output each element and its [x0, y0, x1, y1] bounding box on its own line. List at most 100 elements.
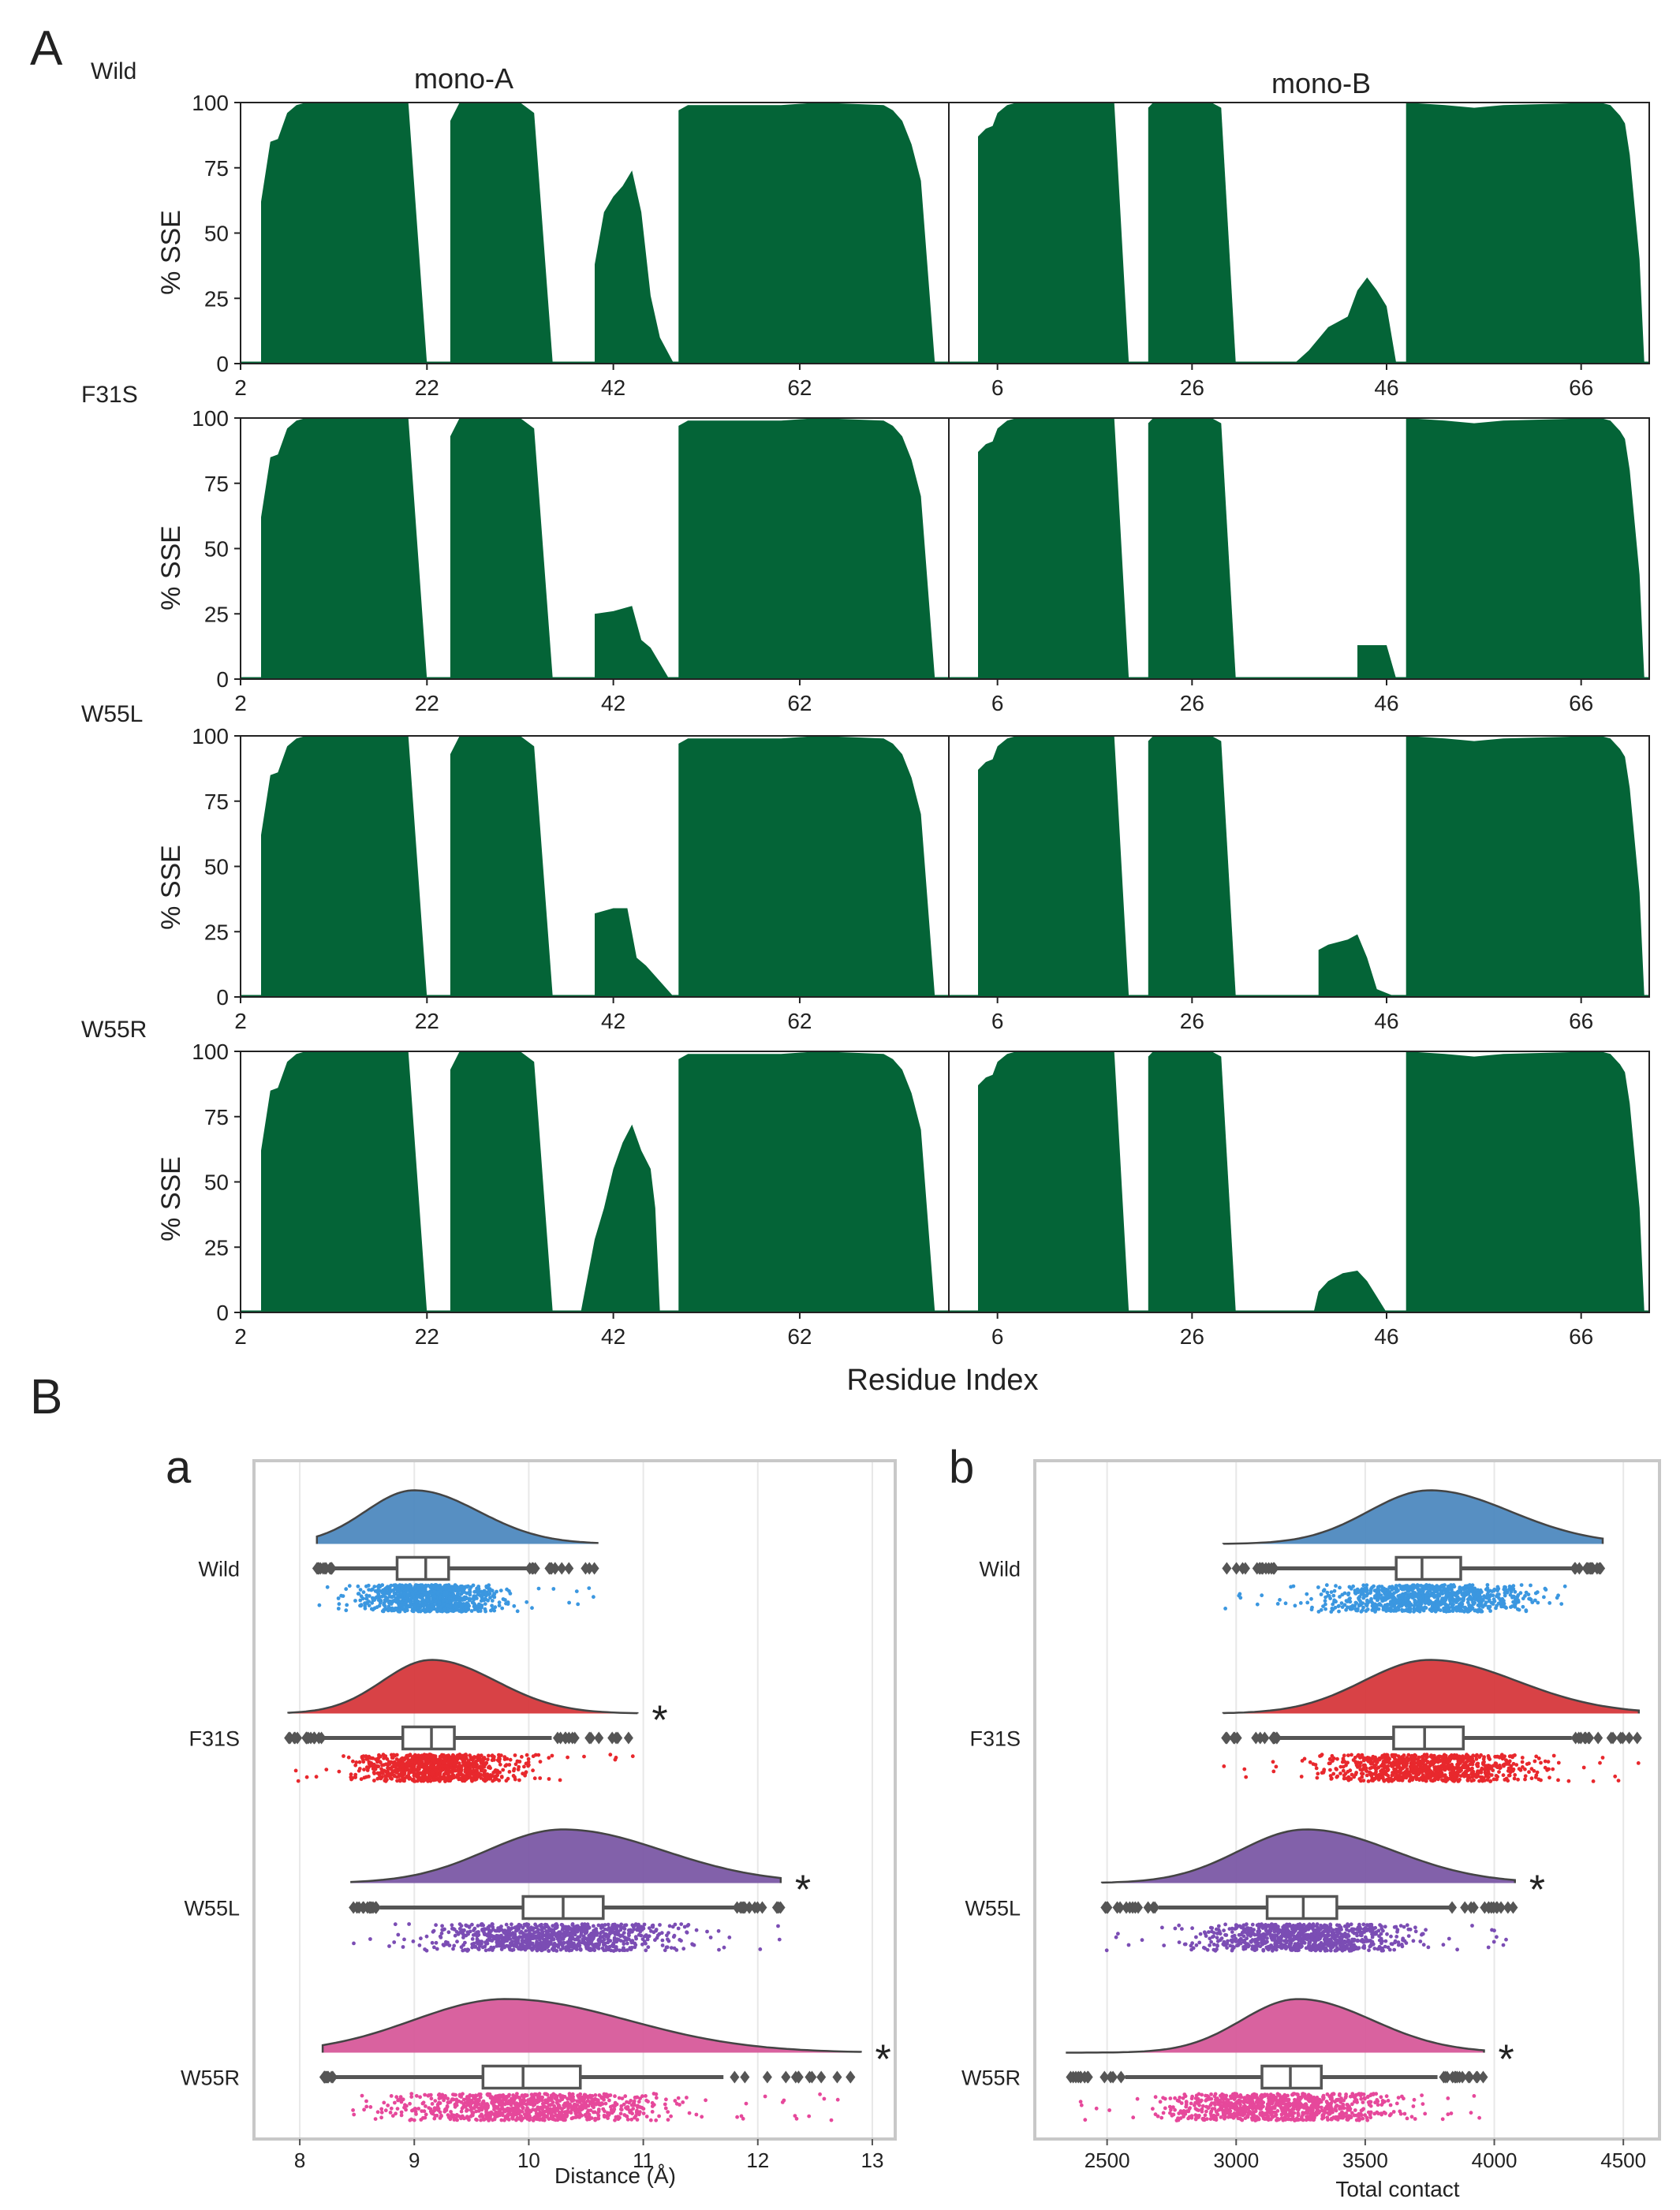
point	[475, 1763, 480, 1767]
point	[394, 2095, 399, 2100]
point	[490, 1588, 495, 1593]
point	[417, 1943, 422, 1947]
point	[1432, 1588, 1437, 1593]
point	[1329, 1590, 1334, 1594]
point	[396, 1593, 400, 1598]
point	[405, 2104, 409, 2108]
point	[1591, 1779, 1596, 1783]
point	[491, 1922, 495, 1927]
point	[475, 1930, 480, 1935]
point	[639, 1933, 644, 1938]
point	[633, 1923, 637, 1928]
point	[499, 1775, 504, 1779]
point	[388, 1587, 392, 1592]
point	[1487, 1599, 1491, 1603]
sse-area-helix-4	[1406, 736, 1645, 997]
point	[618, 1939, 623, 1943]
point	[464, 1923, 469, 1928]
point	[512, 1943, 516, 1948]
point	[393, 2100, 397, 2105]
point	[648, 2118, 653, 2122]
point	[436, 1586, 440, 1591]
point	[1529, 1583, 1533, 1588]
point	[519, 1929, 524, 1934]
point	[325, 1585, 330, 1589]
point	[495, 1939, 499, 1944]
point	[426, 1583, 431, 1588]
point	[1255, 1602, 1260, 1607]
sse-area-helix-3	[595, 170, 674, 364]
point	[1283, 1601, 1288, 1606]
point	[606, 1937, 610, 1942]
point	[384, 1777, 388, 1782]
y-tick-label: 75	[204, 156, 229, 181]
point	[623, 2094, 628, 2099]
x-tick-label: 2	[234, 375, 247, 400]
point	[596, 1923, 601, 1928]
point	[344, 1587, 349, 1592]
point	[528, 2109, 533, 2114]
point	[1497, 1596, 1501, 1600]
point	[558, 2115, 562, 2120]
point	[681, 1947, 686, 1951]
point	[454, 1764, 459, 1768]
point	[535, 1941, 539, 1946]
point	[1495, 1592, 1500, 1597]
point	[465, 1947, 470, 1952]
point	[627, 1933, 631, 1938]
point	[1376, 1585, 1380, 1589]
point	[628, 2110, 633, 2115]
point	[500, 1606, 505, 1611]
point	[495, 1937, 499, 1942]
point	[364, 1596, 368, 1601]
point	[722, 1945, 726, 1950]
box-W55R	[481, 2064, 582, 2090]
point	[457, 1761, 461, 1766]
point	[1474, 1594, 1479, 1599]
point	[479, 1772, 483, 1777]
point	[669, 1946, 674, 1951]
point	[501, 1943, 506, 1947]
point	[607, 1926, 611, 1930]
outlier	[303, 1731, 313, 1745]
outlier	[594, 1731, 604, 1745]
point	[522, 2099, 527, 2103]
point	[452, 1588, 456, 1592]
point	[466, 1759, 471, 1763]
point	[674, 2101, 679, 2106]
point	[1342, 1591, 1347, 1596]
point	[1368, 1600, 1373, 1603]
point	[448, 1779, 453, 1783]
point	[1556, 1593, 1560, 1598]
point	[467, 1924, 472, 1929]
point	[480, 1945, 485, 1950]
point	[584, 2105, 588, 2110]
point	[1499, 1600, 1504, 1604]
point	[595, 2116, 600, 2121]
point	[395, 2107, 400, 2111]
point	[487, 1592, 492, 1596]
point	[625, 2117, 630, 2122]
point	[503, 1764, 508, 1768]
point	[540, 1930, 545, 1934]
point	[478, 1609, 483, 1613]
point	[1536, 1600, 1540, 1605]
point	[601, 2107, 606, 2111]
point	[679, 1939, 683, 1943]
point	[459, 1603, 464, 1607]
point	[1325, 1590, 1330, 1595]
outlier	[584, 1731, 595, 1745]
point	[513, 1925, 517, 1930]
point	[382, 1756, 386, 1760]
point	[469, 2105, 473, 2109]
point	[358, 1598, 363, 1603]
point	[418, 1764, 423, 1768]
point	[400, 1756, 405, 1760]
point	[405, 1753, 409, 1758]
point	[420, 2101, 425, 2106]
point	[544, 2114, 549, 2119]
x-tick-label: 26	[1180, 691, 1204, 715]
point	[497, 1753, 501, 1757]
point	[624, 1923, 629, 1928]
